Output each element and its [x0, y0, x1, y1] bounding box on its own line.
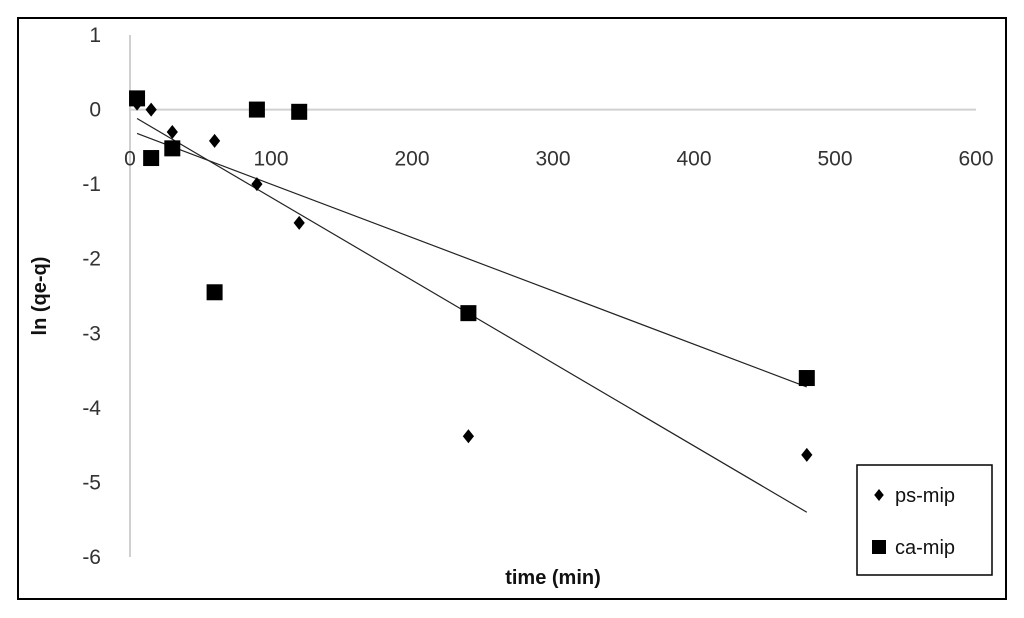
- ps-mip-point: [462, 429, 474, 444]
- x-tick-label: 600: [958, 148, 993, 171]
- y-tick-label: 1: [89, 24, 101, 47]
- ca-mip-point: [248, 101, 265, 118]
- y-tick-label: 0: [89, 99, 101, 122]
- legend: ps-mip ca-mip: [856, 464, 993, 576]
- ca-mip-point: [206, 284, 223, 301]
- legend-label: ca-mip: [895, 537, 955, 559]
- x-tick-labels: 0 100 200 300 400 500 600: [124, 148, 993, 171]
- ps-mip-point: [145, 102, 157, 117]
- ps-mip-point: [209, 133, 221, 148]
- data-points: [129, 90, 815, 462]
- y-axis-title: ln (qe-q): [29, 257, 51, 336]
- ps-mip-legend-marker: [874, 489, 884, 501]
- ca-mip-trendline: [136, 132, 808, 388]
- y-tick-label: -3: [82, 322, 101, 345]
- y-tick-label: -6: [82, 546, 101, 569]
- ca-mip-point: [291, 103, 308, 120]
- legend-items: ps-mip ca-mip: [872, 485, 955, 559]
- x-tick-label: 100: [253, 148, 288, 171]
- y-tick-label: -4: [82, 397, 101, 420]
- x-tick-label: 0: [124, 148, 136, 171]
- ca-mip-point: [798, 370, 815, 387]
- ca-mip-point: [164, 140, 181, 157]
- chart-frame: [17, 17, 1007, 600]
- ps-mip-point: [166, 124, 178, 139]
- y-tick-label: -2: [82, 248, 101, 271]
- ca-mip-point: [460, 305, 477, 322]
- ca-mip-legend-marker: [872, 540, 886, 554]
- y-tick-label: -1: [82, 173, 101, 196]
- legend-label: ps-mip: [895, 485, 955, 507]
- ca-mip-point: [129, 90, 146, 107]
- ps-mip-point: [251, 177, 263, 192]
- x-tick-label: 200: [394, 148, 429, 171]
- legend-box: [856, 464, 993, 576]
- y-tick-label: -5: [82, 471, 101, 494]
- axes: [129, 35, 976, 557]
- y-tick-labels: 1 0 -1 -2 -3 -4 -5 -6: [82, 24, 101, 569]
- ca-mip-point: [143, 150, 160, 167]
- x-tick-label: 300: [535, 148, 570, 171]
- x-tick-label: 400: [676, 148, 711, 171]
- x-axis-title: time (min): [505, 567, 601, 589]
- ps-mip-point: [293, 215, 305, 230]
- ps-mip-point: [801, 447, 813, 462]
- x-tick-label: 500: [817, 148, 852, 171]
